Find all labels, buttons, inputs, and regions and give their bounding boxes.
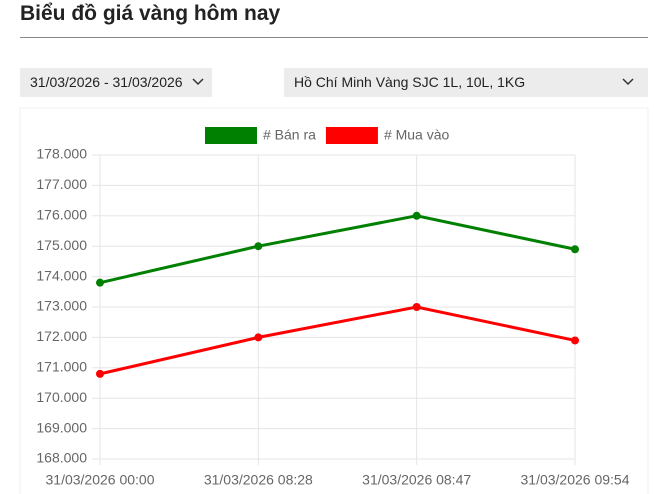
x-tick-label: 31/03/2026 08:47 — [362, 472, 471, 488]
data-point — [254, 333, 263, 342]
y-tick-label: 175.000 — [36, 237, 87, 253]
y-tick-label: 178.000 — [36, 146, 87, 162]
x-tick-label: 31/03/2026 00:00 — [46, 472, 155, 488]
data-point — [412, 211, 421, 220]
data-point — [571, 245, 579, 254]
data-point — [96, 278, 104, 287]
product-select[interactable]: Hồ Chí Minh Vàng SJC 1L, 10L, 1KG — [284, 68, 648, 97]
data-point — [571, 336, 579, 345]
date-range-select[interactable]: 31/03/2026 - 31/03/2026 — [20, 68, 212, 97]
y-tick-label: 172.000 — [36, 328, 87, 344]
y-tick-label: 169.000 — [36, 419, 87, 435]
data-point — [412, 303, 421, 311]
legend-label: # Mua vào — [384, 127, 450, 143]
legend-swatch — [325, 127, 378, 144]
series-line — [99, 214, 576, 285]
y-tick-label: 177.000 — [36, 176, 87, 192]
product-text: Hồ Chí Minh Vàng SJC 1L, 10L, 1KG — [294, 74, 526, 90]
x-tick-label: 31/03/2026 09:54 — [521, 472, 630, 488]
chevron — [622, 78, 634, 86]
legend-swatch — [205, 127, 257, 144]
y-tick-label: 174.000 — [36, 267, 87, 283]
y-tick-label: 168.000 — [36, 450, 87, 466]
chart-panel — [19, 107, 649, 494]
page-title: Biểu đồ giá vàng hôm nay — [20, 2, 281, 25]
legend-label: # Bán ra — [263, 127, 316, 143]
date-range-text: 31/03/2026 - 31/03/2026 — [30, 74, 183, 90]
x-tick-label: 31/03/2026 08:28 — [204, 472, 313, 488]
series-line — [99, 305, 576, 376]
y-tick-label: 171.000 — [36, 359, 87, 375]
y-tick-label: 173.000 — [36, 298, 87, 314]
data-point — [96, 369, 104, 378]
chevron — [192, 78, 204, 86]
y-tick-label: 176.000 — [36, 207, 87, 223]
data-point — [254, 242, 263, 251]
y-tick-label: 170.000 — [36, 389, 87, 405]
divider — [20, 37, 648, 38]
